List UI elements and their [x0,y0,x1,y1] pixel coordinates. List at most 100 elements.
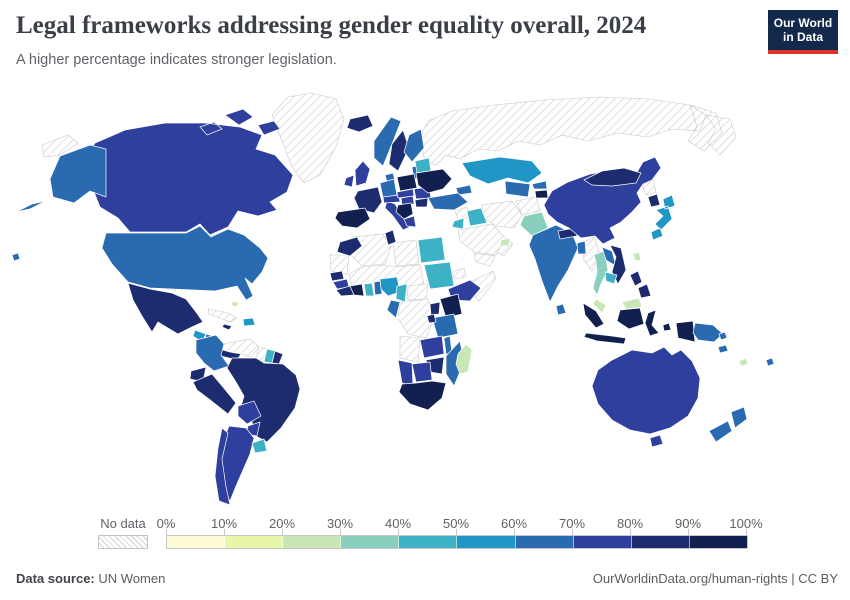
country-bahamas[interactable]: Bahamas [230,300,240,308]
legend-bucket-6[interactable] [515,536,574,548]
country-fiji[interactable]: Fiji [765,357,775,367]
country-papua-new-guinea[interactable]: Papua New Guinea [692,322,729,354]
country-new-caledonia[interactable]: New Caledonia [738,357,749,367]
country-mongolia[interactable]: Mongolia [583,167,642,187]
legend-bucket-9[interactable] [689,536,747,548]
country-tajikistan[interactable]: Tajikistan [534,189,549,199]
country-sudan[interactable]: Sudan [423,261,455,290]
country-yemen[interactable]: Yemen [473,252,496,267]
legend-bucket-1[interactable] [225,536,284,548]
country-ireland[interactable]: Ireland [343,174,355,188]
country-brazil[interactable]: Brazil [226,357,301,443]
country-mauritania[interactable]: Mauritania [329,254,350,275]
country-spain-portugal[interactable]: Spain & Portugal [334,207,371,229]
legend-bucket-2[interactable] [283,536,342,548]
country-finland[interactable]: Finland [403,128,425,163]
owid-logo[interactable]: Our World in Data [768,10,838,54]
country-iraq[interactable]: Iraq [466,207,488,227]
country-nigeria[interactable]: Nigeria [379,276,401,297]
country-dominican-republic[interactable]: Dominican Republic [242,317,256,327]
country-greenland[interactable]: Greenland [271,92,345,184]
country-italy[interactable]: Italy [384,200,411,231]
country-belarus[interactable]: Belarus [414,157,432,174]
country-drc[interactable]: Democratic Republic of Congo [397,298,435,339]
country-uganda[interactable]: Uganda [429,301,441,316]
country-congo-gabon[interactable]: Congo & Gabon [386,299,401,319]
country-sri-lanka[interactable]: Sri Lanka [555,303,567,316]
country-kazakhstan[interactable]: Kazakhstan [461,156,543,185]
country-tanzania[interactable]: Tanzania [431,313,459,339]
country-japan[interactable]: Japan [650,194,676,241]
country-caucasus[interactable]: Caucasus [455,184,473,196]
country-uruguay[interactable]: Uruguay [251,438,268,454]
country-poland[interactable]: Poland [396,173,418,192]
country-togo-benin[interactable]: Togo & Benin [373,280,383,296]
country-kyrgyzstan[interactable]: Kyrgyzstan [531,180,548,190]
country-cambodia[interactable]: Cambodia [604,271,618,285]
country-angola[interactable]: Angola [399,335,421,363]
country-kenya[interactable]: Kenya [439,293,463,319]
country-bangladesh[interactable]: Bangladesh [576,240,587,255]
country-eritrea[interactable]: Eritrea [451,267,467,280]
country-rwanda-burundi[interactable]: Rwanda & Burundi [426,313,437,324]
country-philippines[interactable]: Philippines [629,270,652,299]
country-iceland[interactable]: Iceland [346,114,374,133]
country-austria-switzerland[interactable]: Austria & Switzerland [382,194,401,204]
legend-bucket-7[interactable] [573,536,632,548]
country-taiwan[interactable]: Taiwan [632,251,642,262]
country-chile[interactable]: Chile [214,427,231,505]
country-malaysia[interactable]: Malaysia [592,297,643,314]
country-cuba[interactable]: Cuba [207,308,238,323]
owid-link[interactable]: OurWorldinData.org/human-rights [592,571,788,586]
country-serbia-balkans[interactable]: Western Balkans [395,202,414,220]
country-russia[interactable]: Russia [41,96,737,166]
legend-bucket-8[interactable] [631,536,690,548]
country-afghanistan[interactable]: Afghanistan [515,196,541,216]
country-uzbekistan-turkmenistan[interactable]: Uzbekistan & Turkmenistan [504,180,531,198]
country-libya[interactable]: Libya [392,239,420,267]
country-sweden[interactable]: Sweden [388,129,410,172]
country-egypt[interactable]: Egypt [417,236,446,264]
legend-bucket-5[interactable] [457,536,516,548]
legend-bucket-3[interactable] [341,536,400,548]
country-botswana[interactable]: Botswana [411,361,433,383]
country-cameroon[interactable]: Cameroon [395,283,408,303]
country-central-african-republic[interactable]: Central African Republic [406,283,429,301]
country-tunisia[interactable]: Tunisia [384,229,397,246]
country-turkey[interactable]: Turkey [427,192,469,211]
country-madagascar[interactable]: Madagascar [455,343,473,375]
country-south-korea[interactable]: South Korea [647,193,661,208]
country-jordan[interactable]: Jordan [451,217,465,230]
country-morocco[interactable]: Morocco [336,236,363,257]
country-canada[interactable]: Canada [87,108,294,236]
country-saudi-arabia[interactable]: Saudi Arabia [457,223,507,256]
country-france[interactable]: France [353,186,383,214]
country-uae[interactable]: United Arab Emirates [499,237,511,247]
country-uk[interactable]: United Kingdom [354,160,371,187]
country-south-africa[interactable]: South Africa [398,380,447,411]
country-zambia[interactable]: Zambia [419,335,445,359]
country-mexico[interactable]: Mexico [127,282,204,335]
country-iran[interactable]: Iran [481,200,523,229]
country-bolivia[interactable]: Bolivia [237,400,262,425]
country-usa[interactable]: United States [11,144,269,301]
country-senegal[interactable]: Senegal [329,270,345,282]
country-indonesia[interactable]: Indonesia [582,302,696,345]
country-czechia-slovakia[interactable]: Czechia & Slovakia [396,188,415,199]
country-solomon-islands[interactable]: Solomon Islands [718,331,728,341]
country-jamaica[interactable]: Jamaica [221,323,233,331]
country-new-zealand[interactable]: New Zealand [708,406,748,443]
country-germany[interactable]: Germany [379,178,398,199]
country-ukraine[interactable]: Ukraine [415,168,453,194]
legend-no-data-swatch[interactable] [98,535,148,549]
country-greece[interactable]: Greece [403,215,417,228]
country-north-korea[interactable]: North Korea [641,179,657,196]
country-namibia[interactable]: Namibia [397,359,414,387]
country-cote-divoire[interactable]: Côte d'Ivoire [349,283,365,297]
legend-bucket-0[interactable] [167,536,226,548]
country-bulgaria[interactable]: Bulgaria [414,197,429,208]
country-peru[interactable]: Peru [192,373,237,415]
country-australia[interactable]: Australia [591,346,701,448]
country-ghana[interactable]: Ghana [363,282,375,297]
legend-bucket-4[interactable] [399,536,458,548]
